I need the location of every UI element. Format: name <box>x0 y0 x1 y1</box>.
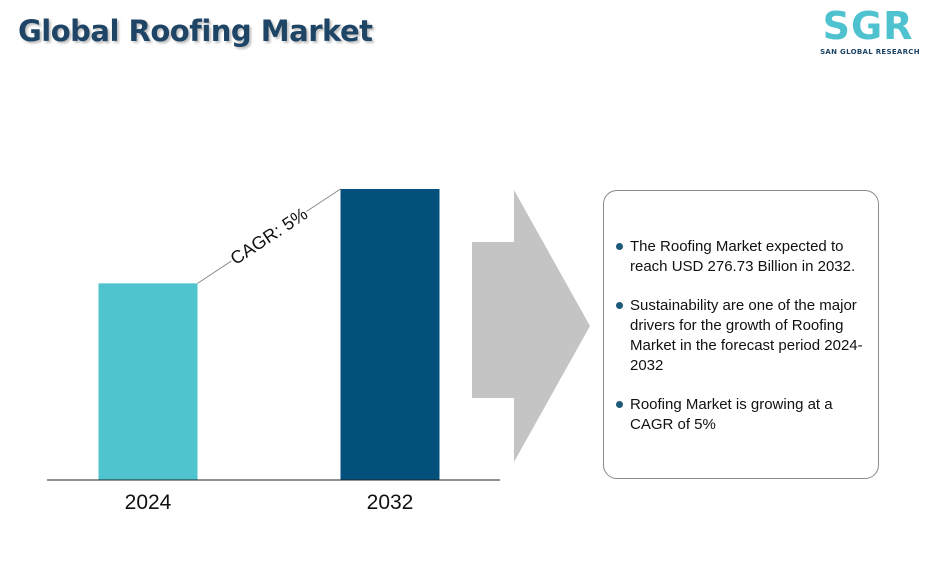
x-tick-label: 2032 <box>367 491 414 514</box>
bullet-text: Roofing Market is growing at a CAGR of 5… <box>630 396 833 433</box>
bar-2032 <box>340 189 440 480</box>
bullet-item: The Roofing Market expected to reach USD… <box>614 237 864 277</box>
bullet-dot-icon <box>616 401 623 408</box>
cagr-annotation: CAGR: 5% <box>227 204 311 269</box>
bullet-dot-icon <box>616 302 623 309</box>
logo-letters: SGR <box>822 4 914 48</box>
info-box: The Roofing Market expected to reach USD… <box>603 190 879 479</box>
page-title: Global Roofing Market <box>18 14 373 48</box>
logo-subtitle: SAN GLOBAL RESEARCH <box>820 48 920 56</box>
bullet-list: The Roofing Market expected to reach USD… <box>614 237 864 454</box>
bar-2024 <box>98 283 198 480</box>
bullet-text: The Roofing Market expected to reach USD… <box>630 238 856 275</box>
bullet-text: Sustainability are one of the major driv… <box>630 297 863 374</box>
bullet-item: Sustainability are one of the major driv… <box>614 296 864 376</box>
bullet-dot-icon <box>616 243 623 250</box>
sgr-logo: SGR SAN GLOBAL RESEARCH <box>818 4 922 58</box>
cagr-label-background <box>225 202 313 271</box>
x-tick-label: 2024 <box>125 491 172 514</box>
bullet-item: Roofing Market is growing at a CAGR of 5… <box>614 395 864 435</box>
right-arrow-shape <box>472 190 590 462</box>
